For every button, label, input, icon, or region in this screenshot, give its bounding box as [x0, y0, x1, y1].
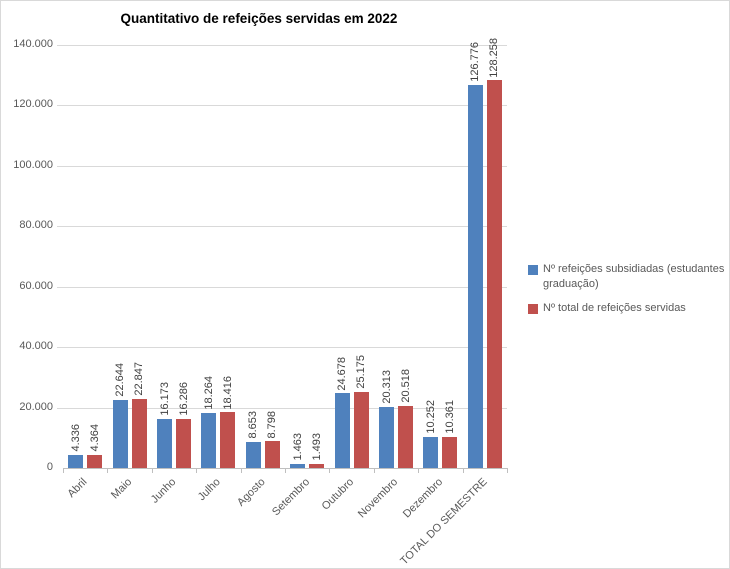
bar-maio-s0	[112, 399, 128, 468]
gridline	[57, 226, 507, 228]
x-axis-tick	[63, 468, 64, 473]
bar-dezembro-s0	[423, 437, 439, 468]
x-axis-tick	[107, 468, 109, 473]
bar-value-label: 18.264	[202, 376, 215, 410]
bar-value-label: 8.653	[247, 411, 260, 439]
legend-marker-total-icon	[528, 303, 538, 314]
y-axis-label: 100.000	[13, 158, 53, 171]
chart-title: Quantitativo de refeições servidas em 20…	[120, 11, 398, 26]
bar-value-label: 20.313	[380, 369, 393, 404]
legend: Nº refeições subsidiadas (estudantes gra…	[528, 262, 728, 325]
legend-label-total: Nº total de refeições servidas	[543, 301, 686, 314]
bar-julho-s0	[201, 412, 217, 468]
bar-value-label: 16.173	[158, 382, 171, 417]
bar-value-label: 128.258	[488, 37, 501, 78]
x-axis-label: Novembro	[356, 476, 401, 521]
bar-value-label: 8.798	[266, 410, 279, 439]
bar-maio-s1	[131, 398, 147, 468]
bar-total-do-semestre-s1	[486, 80, 502, 468]
x-axis-label: Junho	[148, 476, 179, 506]
y-axis-label: 40.000	[19, 340, 53, 353]
bar-value-label: 22.644	[114, 362, 127, 397]
bar-junho-s0	[157, 419, 172, 468]
x-axis-tick	[285, 468, 286, 473]
gridline	[57, 407, 507, 409]
legend-item: Nº refeições subsidiadas (estudantes gra…	[528, 262, 728, 292]
bar-value-label: 1.463	[291, 433, 304, 461]
bar-novembro-s0	[379, 406, 394, 468]
bar-novembro-s1	[398, 406, 413, 468]
gridline	[57, 286, 507, 288]
bar-value-label: 4.364	[88, 424, 101, 452]
x-axis-tick	[240, 468, 242, 473]
bar-total-do-semestre-s0	[467, 84, 483, 468]
x-axis-tick	[507, 468, 508, 473]
y-axis-label: 0	[46, 461, 53, 473]
bar-value-label: 10.361	[443, 400, 456, 434]
bar-value-label: 25.175	[355, 355, 368, 389]
legend-label-subsidized: Nº refeições subsidiadas (estudantes gra…	[543, 263, 725, 290]
x-axis-label: TOTAL DO SEMESTRE	[397, 476, 490, 568]
gridline	[57, 165, 507, 167]
bar-value-label: 24.678	[336, 356, 349, 391]
bar-julho-s1	[220, 412, 236, 468]
x-axis-label: Setembro	[269, 476, 312, 519]
gridline	[57, 45, 507, 46]
bar-value-label: 16.286	[177, 382, 190, 416]
x-axis-tick	[151, 468, 153, 473]
x-axis-label: Outubro	[319, 476, 357, 513]
x-axis-tick	[373, 468, 375, 473]
x-axis-tick	[418, 468, 420, 473]
bar-dezembro-s1	[442, 436, 458, 468]
bar-abril-s0	[68, 454, 84, 468]
x-axis-label: Agosto	[234, 476, 268, 509]
y-axis-label: 140.000	[13, 38, 53, 50]
y-axis-label: 20.000	[19, 400, 53, 413]
bar-value-label: 1.493	[310, 432, 323, 461]
x-axis-label: Dezembro	[400, 476, 445, 521]
plot-area: 4.336 22.644 16.173 18.264 8.653 1.463 24.678 2…	[57, 38, 507, 468]
x-axis-tick	[462, 468, 464, 473]
x-axis-label: Maio	[108, 476, 135, 502]
bar-value-label: 126.776	[469, 42, 482, 82]
bar-outubro-s1	[353, 391, 369, 468]
bar-setembro-s0	[290, 463, 306, 468]
bar-value-label: 10.252	[424, 400, 437, 435]
x-axis-tick	[196, 468, 198, 473]
bar-agosto-s0	[245, 441, 261, 468]
bar-outubro-s0	[334, 393, 350, 468]
bar-value-label: 22.847	[133, 362, 146, 396]
y-axis-label: 60.000	[19, 279, 53, 292]
x-axis-label: Abril	[65, 476, 90, 501]
legend-item: Nº total de refeições servidas	[528, 301, 728, 316]
legend-marker-subsidized-icon	[528, 265, 538, 275]
x-axis-tick	[329, 468, 331, 473]
bar-abril-s1	[87, 454, 103, 468]
bar-setembro-s1	[309, 463, 325, 468]
bar-junho-s1	[176, 418, 191, 468]
x-axis-label: Julho	[195, 476, 223, 504]
y-axis-label: 80.000	[19, 219, 53, 232]
gridline	[57, 347, 507, 349]
y-axis-label: 120.000	[13, 98, 53, 111]
bar-value-label: 20.518	[399, 369, 412, 404]
bar-agosto-s1	[264, 441, 280, 468]
bar-value-label: 4.336	[69, 424, 82, 452]
bar-value-label: 18.416	[221, 375, 234, 410]
gridline	[57, 105, 507, 107]
